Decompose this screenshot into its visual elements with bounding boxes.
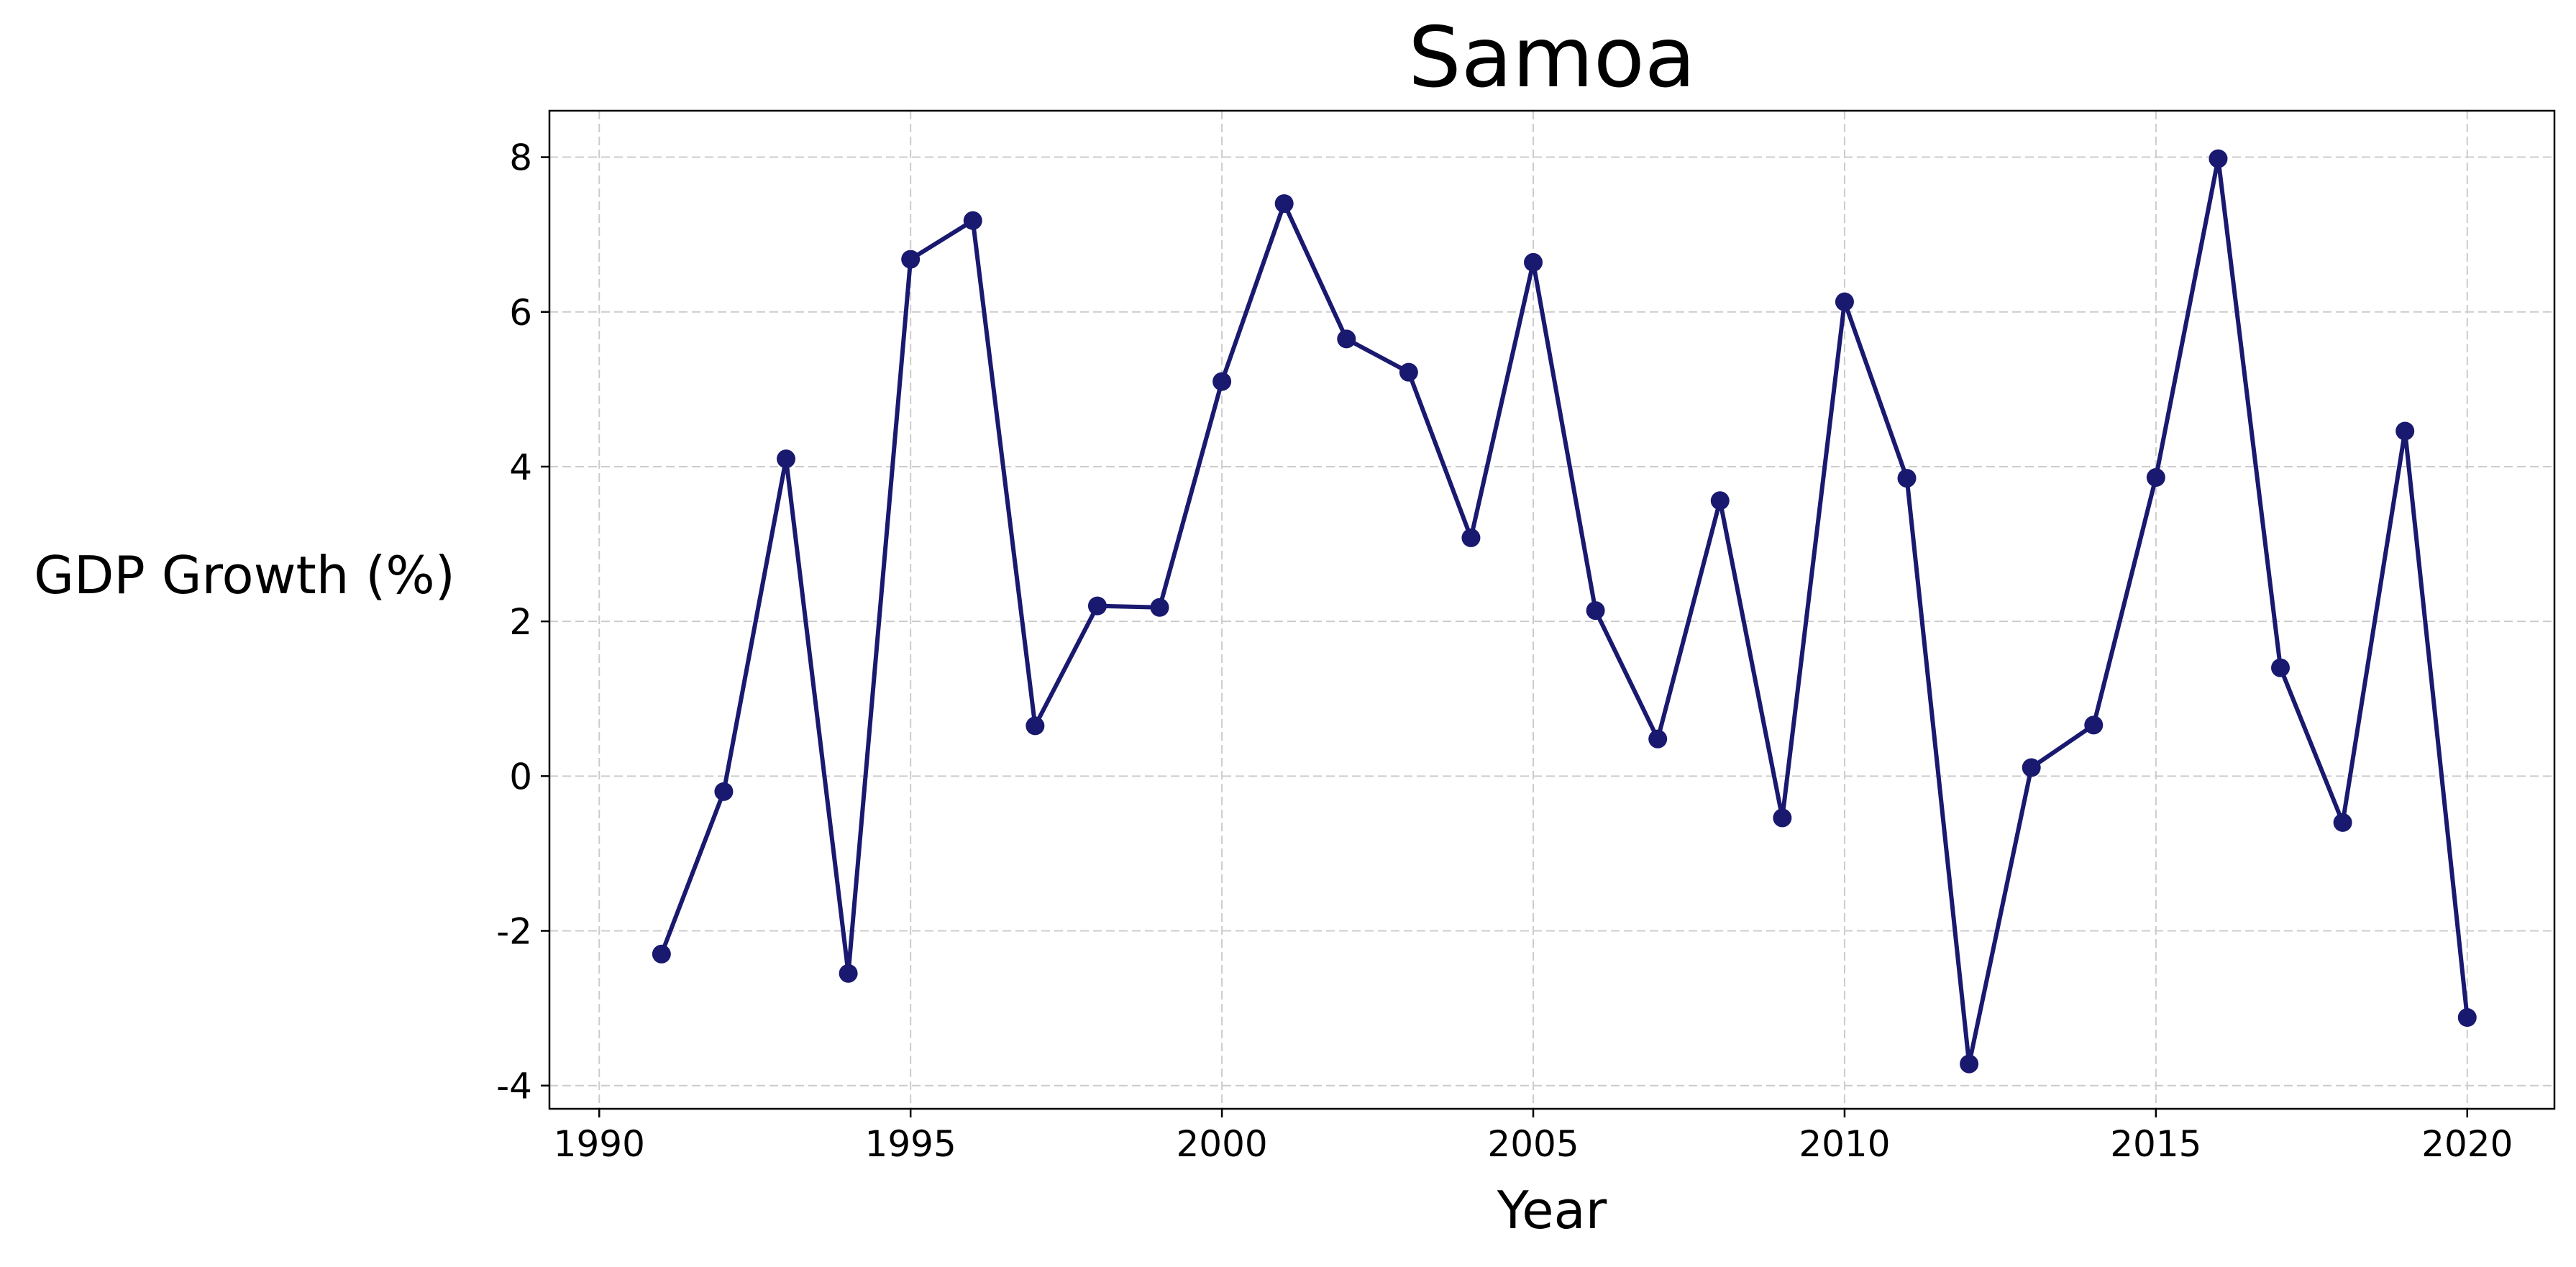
data-point: [2333, 813, 2352, 832]
data-point: [1212, 372, 1232, 391]
data-point: [2395, 421, 2415, 441]
data-point: [1399, 362, 1418, 382]
data-point: [1337, 329, 1356, 349]
axis-ticks: 1990 1995 2000 2005 2010 2015 2020 -4 -2 0 2 4 6 8: [496, 137, 2513, 1165]
y-tick-label: 4: [509, 447, 532, 488]
data-point: [839, 964, 858, 983]
data-point: [2271, 658, 2290, 677]
series-line: [659, 156, 2470, 1066]
data-point: [777, 449, 796, 469]
x-tick-label: 2020: [2421, 1123, 2513, 1165]
data-point: [652, 944, 671, 964]
data-point: [2457, 1008, 2477, 1028]
data-point: [1524, 252, 1543, 272]
data-point: [1835, 292, 1854, 311]
data-point: [963, 211, 982, 230]
data-point: [2084, 715, 2104, 735]
data-point: [1586, 601, 1605, 621]
data-point: [1897, 469, 1917, 488]
chart-title: Samoa: [1408, 9, 1696, 106]
data-point: [2146, 468, 2165, 488]
data-point: [1960, 1054, 1979, 1074]
data-point: [1773, 808, 1792, 828]
plot-area-frame: [548, 109, 2556, 1110]
grid-lines: [549, 111, 2554, 1109]
data-point: [714, 782, 734, 801]
y-tick-label: -2: [496, 911, 532, 953]
data-point: [2209, 149, 2228, 168]
data-point: [1274, 194, 1294, 214]
y-tick-label: 6: [509, 292, 532, 334]
data-point: [1026, 716, 1045, 736]
y-tick-label: 8: [509, 137, 532, 179]
data-point: [1648, 729, 1668, 749]
x-tick-label: 1990: [554, 1123, 645, 1165]
y-tick-label: 2: [509, 601, 532, 643]
x-tick-label: 1995: [865, 1123, 956, 1165]
data-point: [1461, 528, 1481, 547]
y-axis-title: GDP Growth (%): [34, 545, 455, 605]
y-tick-label: 0: [509, 756, 532, 797]
y-tick-label: -4: [496, 1066, 532, 1107]
data-point: [1087, 596, 1107, 616]
data-point: [1150, 598, 1169, 617]
data-point: [901, 250, 921, 269]
x-tick-label: 2010: [1799, 1123, 1890, 1165]
series-layer: [652, 149, 2477, 1074]
x-axis-title: Year: [1497, 1180, 1607, 1240]
x-tick-label: 2005: [1487, 1123, 1579, 1165]
x-tick-label: 2000: [1176, 1123, 1267, 1165]
data-point: [2022, 758, 2041, 777]
x-tick-label: 2015: [2110, 1123, 2201, 1165]
data-point: [1710, 491, 1730, 511]
